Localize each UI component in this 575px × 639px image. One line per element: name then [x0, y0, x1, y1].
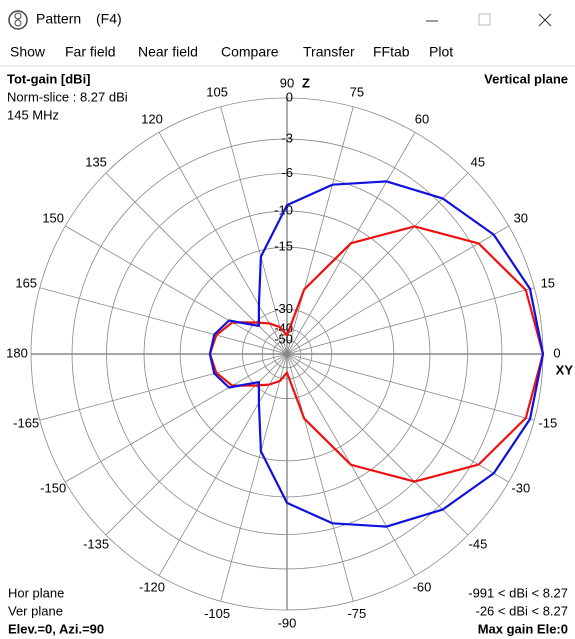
grid-spoke — [286, 353, 535, 421]
window-shortcut: (F4) — [96, 11, 122, 27]
window-title: Pattern — [36, 11, 81, 27]
grid-spoke — [286, 353, 469, 536]
footer-right: Max gain Ele:0 — [478, 621, 568, 636]
ring-label: -3 — [281, 130, 293, 145]
grid-spoke — [105, 353, 288, 536]
angle-label: 45 — [471, 155, 485, 170]
menu-item[interactable]: Compare — [221, 44, 279, 60]
angle-label: -120 — [139, 579, 165, 594]
ring-label: -50 — [274, 332, 293, 347]
angle-label: 90 — [280, 75, 294, 90]
grid-spoke — [39, 287, 288, 355]
angle-label: -60 — [413, 579, 432, 594]
menu-item[interactable]: Transfer — [303, 44, 355, 60]
axis-label-right: XY — [556, 362, 574, 377]
angle-label: -90 — [278, 615, 297, 630]
grid-spoke — [286, 353, 509, 483]
angle-label: -30 — [511, 480, 530, 495]
grid-spoke — [286, 287, 535, 355]
grid-spoke — [220, 106, 288, 355]
menu-item[interactable]: Show — [10, 44, 46, 60]
ring-label: -15 — [274, 239, 293, 254]
legend-entry: Ver plane — [8, 603, 63, 618]
grid-spoke — [286, 172, 469, 355]
frequency: 145 MHz — [7, 107, 59, 122]
range-label: -26 < dBi < 8.27 — [475, 603, 568, 618]
angle-label: 0 — [553, 345, 560, 360]
range-label: -991 < dBi < 8.27 — [468, 585, 568, 600]
footer-left: Elev.=0, Azi.=90 — [8, 621, 104, 636]
angle-label: 180 — [6, 345, 28, 360]
angle-label: 15 — [541, 276, 555, 291]
angle-label: 105 — [206, 85, 228, 100]
angle-label: -135 — [83, 536, 109, 551]
menu-item[interactable]: Near field — [138, 44, 198, 60]
angle-label: -105 — [204, 606, 230, 621]
ring-label: 0 — [286, 89, 293, 104]
app-icon-part — [14, 19, 22, 27]
axis-label-top: Z — [302, 75, 310, 90]
chart-title: Tot-gain [dBi] — [7, 71, 91, 86]
grid-spoke — [105, 172, 288, 355]
legend-entry: Hor plane — [8, 585, 64, 600]
grid-spoke — [65, 225, 288, 355]
plane-label: Vertical plane — [484, 71, 568, 86]
ring-label: -30 — [274, 301, 293, 316]
angle-label: 30 — [514, 210, 528, 225]
angle-label: 120 — [141, 112, 163, 127]
angle-label: 135 — [85, 155, 107, 170]
chart-subtitle: Norm-slice : 8.27 dBi — [7, 89, 128, 104]
grid-spoke — [158, 353, 288, 576]
angle-label: -165 — [13, 415, 39, 430]
grid-spoke — [39, 353, 288, 421]
angle-label: -45 — [469, 536, 488, 551]
maximize-button[interactable] — [478, 13, 491, 26]
angle-label: 60 — [415, 112, 429, 127]
angle-label: 75 — [350, 85, 364, 100]
grid-spoke — [286, 353, 354, 602]
angle-label: 150 — [42, 210, 64, 225]
grid-spoke — [286, 225, 509, 355]
angle-label: -150 — [40, 480, 66, 495]
app-icon-part — [14, 12, 22, 20]
grid-spoke — [286, 106, 354, 355]
grid-spoke — [158, 132, 288, 355]
angle-label: 165 — [15, 276, 37, 291]
menu-item[interactable]: FFtab — [373, 44, 410, 60]
grid-spoke — [65, 353, 288, 483]
pattern-curve — [208, 180, 545, 528]
close-button[interactable] — [538, 13, 552, 27]
ring-label: -6 — [281, 165, 293, 180]
menu-item[interactable]: Plot — [429, 44, 453, 60]
polar-plot: 0153045607590105120135150165180-165-150-… — [6, 75, 573, 630]
menu-bar: Show Far field Near field Compare Transfer FF… — [10, 44, 453, 60]
angle-label: -15 — [538, 415, 557, 430]
menu-item[interactable]: Far field — [65, 44, 116, 60]
angle-label: -75 — [347, 606, 366, 621]
grid-spoke — [220, 353, 288, 602]
